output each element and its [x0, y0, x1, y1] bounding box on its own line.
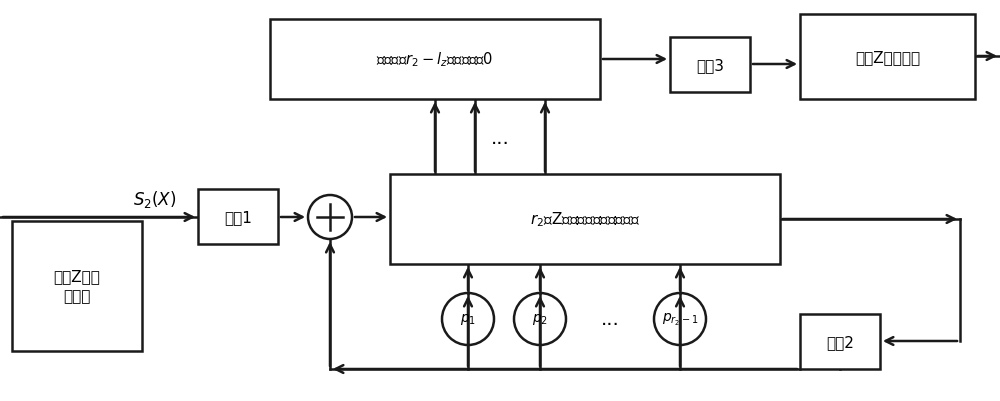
Text: 输出Z错误序列: 输出Z错误序列	[855, 50, 920, 65]
Text: 开关3: 开关3	[696, 58, 724, 73]
Text: 开关1: 开关1	[224, 209, 252, 225]
Bar	[198, 190, 278, 244]
Text: ...: ...	[601, 310, 619, 329]
Text: $p_1$: $p_1$	[460, 312, 476, 327]
Bar	[670, 38, 750, 93]
Bar	[270, 20, 600, 100]
Bar	[800, 314, 880, 369]
Bar	[12, 221, 142, 351]
Text: 开关2: 开关2	[826, 334, 854, 349]
Text: $p_{r_2-1}$: $p_{r_2-1}$	[662, 311, 698, 327]
Text: $r_2$位Z错误伴随式移位寄存器: $r_2$位Z错误伴随式移位寄存器	[530, 210, 640, 229]
Bar	[800, 15, 975, 100]
Bar	[390, 174, 780, 264]
Text: ...: ...	[491, 128, 509, 147]
Text: 输入Z错误
伴随式: 输入Z错误 伴随式	[54, 269, 100, 304]
Text: 检测前面$r_2-l_z$位是否全为0: 检测前面$r_2-l_z$位是否全为0	[376, 51, 494, 69]
Text: $p_2$: $p_2$	[532, 312, 548, 327]
Text: $S_2(X)$: $S_2(X)$	[133, 189, 177, 210]
